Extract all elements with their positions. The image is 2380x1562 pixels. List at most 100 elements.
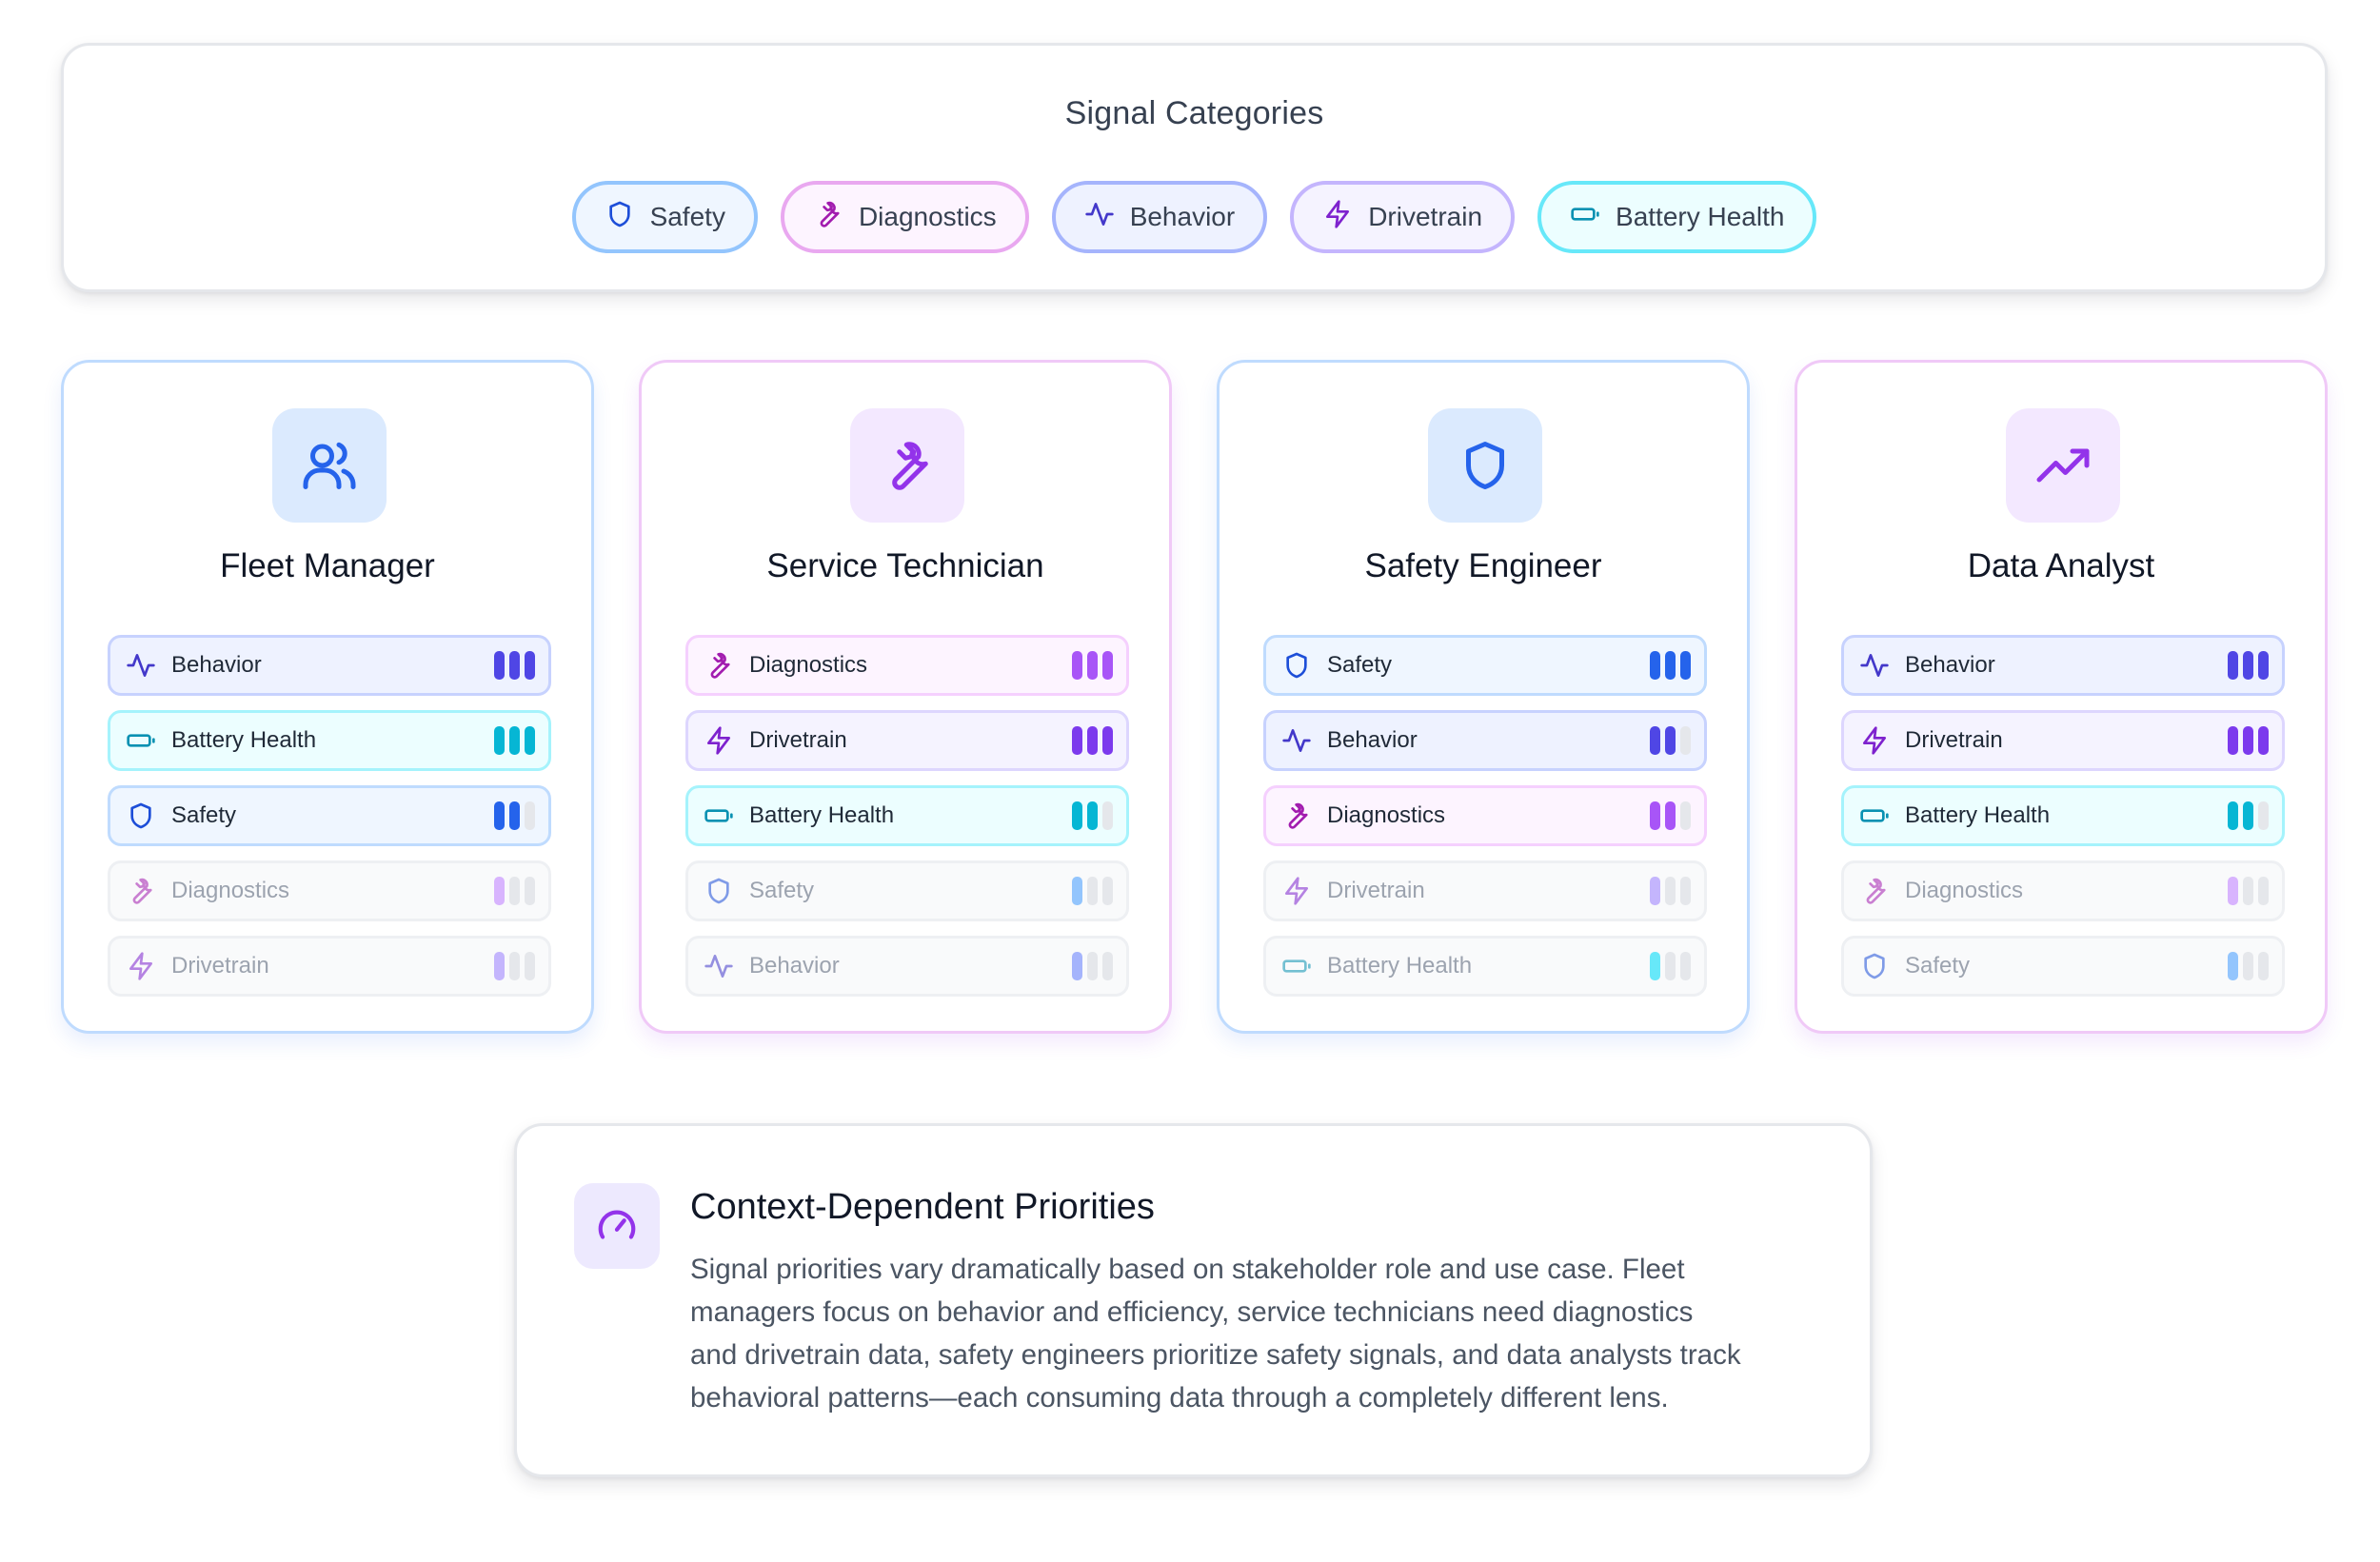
- priority-bar: [525, 877, 535, 905]
- signal-row[interactable]: Safety: [685, 860, 1129, 921]
- activity-icon: [1084, 199, 1115, 236]
- signal-row[interactable]: Diagnostics: [108, 860, 551, 921]
- priority-bar: [1087, 801, 1098, 830]
- priority-bar: [2258, 877, 2269, 905]
- priority-bars: [1650, 651, 1691, 680]
- priority-bar: [2258, 651, 2269, 680]
- signal-row[interactable]: Safety: [1841, 936, 2285, 997]
- signal-label: Drivetrain: [1905, 727, 2003, 753]
- signal-label: Safety: [1905, 953, 1971, 979]
- priority-bar: [2243, 651, 2253, 680]
- signal-row[interactable]: Drivetrain: [1841, 710, 2285, 771]
- priority-bar: [494, 952, 505, 980]
- signal-row[interactable]: Safety: [108, 785, 551, 846]
- signal-row[interactable]: Drivetrain: [1263, 860, 1707, 921]
- priority-bar: [525, 952, 535, 980]
- signal-row[interactable]: Behavior: [1841, 635, 2285, 696]
- priority-bar: [1665, 651, 1676, 680]
- signal-row[interactable]: Diagnostics: [1841, 860, 2285, 921]
- priority-bars: [494, 726, 535, 755]
- signal-row[interactable]: Battery Health: [108, 710, 551, 771]
- chip-label: Behavior: [1129, 202, 1236, 231]
- priority-bar: [2228, 726, 2238, 755]
- wrench-icon: [126, 876, 156, 906]
- priority-bar: [525, 801, 535, 830]
- signal-row[interactable]: Battery Health: [1841, 785, 2285, 846]
- role-card-service-technician: Service Technician Diagnostics Drivetrain…: [639, 360, 1172, 1034]
- signal-row[interactable]: Behavior: [685, 936, 1129, 997]
- priority-bars: [1072, 877, 1113, 905]
- signal-row[interactable]: Safety: [1263, 635, 1707, 696]
- shield-icon: [1428, 408, 1542, 523]
- priority-bar: [1072, 877, 1082, 905]
- note-line: behavioral patterns—each consuming data …: [690, 1382, 1669, 1414]
- chip-behavior[interactable]: Behavior: [1051, 181, 1268, 253]
- priority-bar: [1680, 877, 1691, 905]
- priority-bars: [1650, 952, 1691, 980]
- priority-bar: [494, 726, 505, 755]
- signal-row[interactable]: Behavior: [1263, 710, 1707, 771]
- priority-bar: [1665, 877, 1676, 905]
- signal-row[interactable]: Drivetrain: [108, 936, 551, 997]
- priority-bars: [2228, 877, 2269, 905]
- signal-row[interactable]: Battery Health: [1263, 936, 1707, 997]
- priority-bar: [2258, 726, 2269, 755]
- signal-row[interactable]: Battery Health: [685, 785, 1129, 846]
- chip-safety[interactable]: Safety: [571, 181, 758, 253]
- priority-bars: [1650, 726, 1691, 755]
- priority-bar: [1072, 651, 1082, 680]
- priority-bar: [1102, 726, 1113, 755]
- chip-diagnostics[interactable]: Diagnostics: [780, 181, 1029, 253]
- priority-bars: [1072, 952, 1113, 980]
- signal-label: Battery Health: [1327, 953, 1473, 979]
- priority-bars: [1650, 877, 1691, 905]
- shield-icon: [605, 199, 635, 236]
- signal-categories-panel: Signal Categories Safety Diagnostics Beh…: [61, 43, 2328, 292]
- chip-label: Battery Health: [1616, 202, 1785, 231]
- priority-bar: [509, 726, 520, 755]
- priority-bar: [2243, 877, 2253, 905]
- battery-icon: [1570, 199, 1600, 236]
- shield-icon: [704, 876, 734, 906]
- priority-bars: [494, 952, 535, 980]
- zap-icon: [126, 951, 156, 981]
- wrench-icon: [850, 408, 964, 523]
- signal-row[interactable]: Diagnostics: [685, 635, 1129, 696]
- signal-label: Diagnostics: [1905, 878, 2024, 903]
- signal-row[interactable]: Drivetrain: [685, 710, 1129, 771]
- priority-bar: [2228, 952, 2238, 980]
- activity-icon: [704, 951, 734, 981]
- note-line: Signal priorities vary dramatically base…: [690, 1254, 1685, 1285]
- signal-label: Drivetrain: [1327, 878, 1425, 903]
- signal-label: Safety: [1327, 652, 1393, 678]
- card-title: Safety Engineer: [1364, 547, 1602, 584]
- role-card-fleet-manager: Fleet Manager Behavior Battery Health Safe…: [61, 360, 594, 1034]
- chip-battery-health[interactable]: Battery Health: [1537, 181, 1817, 253]
- note-body: Signal priorities vary dramatically base…: [690, 1248, 1823, 1419]
- priority-bars: [1650, 801, 1691, 830]
- priority-bar: [1072, 952, 1082, 980]
- role-card-data-analyst: Data Analyst Behavior Drivetrain Battery H…: [1795, 360, 2328, 1034]
- priority-bars: [1072, 726, 1113, 755]
- priority-bar: [1650, 952, 1660, 980]
- chip-label: Safety: [649, 202, 725, 231]
- zap-icon: [1322, 199, 1353, 236]
- priority-bar: [1680, 651, 1691, 680]
- priority-bar: [1665, 726, 1676, 755]
- wrench-icon: [704, 650, 734, 681]
- zap-icon: [1281, 876, 1312, 906]
- chip-label: Drivetrain: [1368, 202, 1483, 231]
- wrench-icon: [1281, 801, 1312, 831]
- priority-bar: [1087, 726, 1098, 755]
- activity-icon: [1281, 725, 1312, 756]
- chip-drivetrain[interactable]: Drivetrain: [1290, 181, 1516, 253]
- priority-bars: [1072, 801, 1113, 830]
- note-title: Context-Dependent Priorities: [690, 1187, 1155, 1227]
- priority-bar: [1665, 952, 1676, 980]
- signal-row[interactable]: Diagnostics: [1263, 785, 1707, 846]
- signal-row[interactable]: Behavior: [108, 635, 551, 696]
- activity-icon: [1859, 650, 1890, 681]
- note-line: managers focus on behavior and efficienc…: [690, 1296, 1694, 1328]
- priority-bar: [1665, 801, 1676, 830]
- priority-bar: [2228, 801, 2238, 830]
